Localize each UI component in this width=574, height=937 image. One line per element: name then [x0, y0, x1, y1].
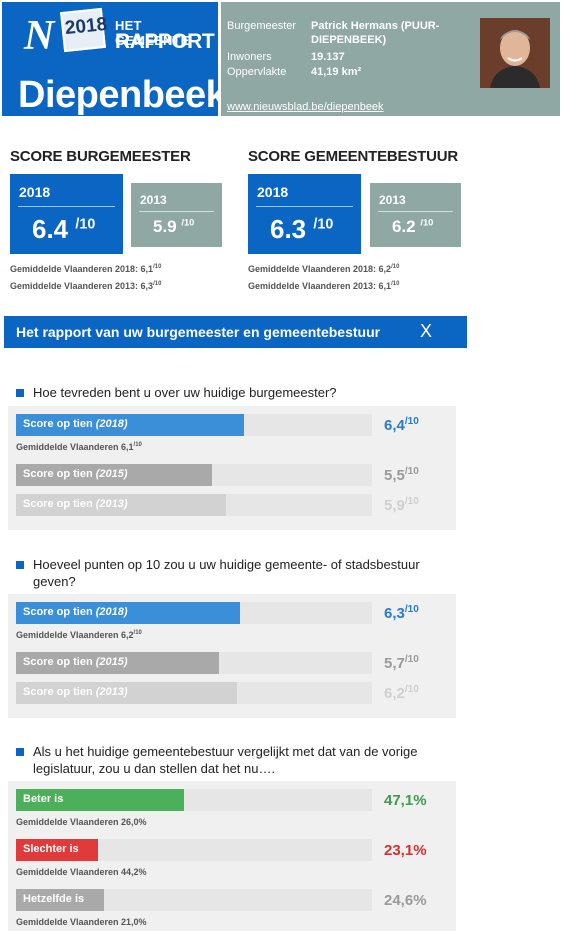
- divider: [139, 211, 214, 212]
- question-1-panel: Score op tien (2018) 6,4/10 Gemiddelde V…: [8, 406, 456, 530]
- bar-label: Score op tien (2013): [23, 498, 128, 510]
- question-3-text: Als u het huidige gemeentebestuur vergel…: [33, 744, 418, 776]
- bar-value: 5,9/10: [384, 496, 419, 514]
- bar-track: Score op tien (2015): [16, 652, 372, 674]
- bar-average: Gemiddelde Vlaanderen 26,0%: [16, 817, 147, 827]
- bar-value: 6,3/10: [384, 604, 419, 622]
- divider: [18, 206, 115, 207]
- bar-track: Score op tien (2018): [16, 602, 372, 624]
- mayor-value-cont: DIEPENBEEK): [311, 34, 387, 46]
- bullet-icon: [16, 389, 24, 397]
- bar-average: Gemiddelde Vlaanderen 44,2%: [16, 867, 147, 877]
- bar-label: Hetzelfde is: [23, 893, 85, 905]
- bar-average: Gemiddelde Vlaanderen 6,1/10: [16, 442, 142, 452]
- bar-track: Score op tien (2018): [16, 414, 372, 436]
- bar-track: Hetzelfde is: [16, 889, 372, 911]
- bar-track: Score op tien (2013): [16, 494, 372, 516]
- question-3-panel: Beter is 47,1% Gemiddelde Vlaanderen 26,…: [8, 781, 456, 931]
- brand-banner: N 2018 HET GEMEENTE RAPPORT Diepenbeek: [2, 2, 227, 116]
- bar-average: Gemiddelde Vlaanderen 6,2/10: [16, 630, 142, 640]
- bullet-icon: [16, 748, 24, 756]
- bar-label: Score op tien (2015): [23, 656, 128, 668]
- rapport-title: Het rapport van uw burgemeester en gemee…: [16, 324, 381, 340]
- bar-value: 6,4/10: [384, 416, 419, 434]
- inhabitants-value: 19.137: [311, 51, 345, 63]
- municipality-link[interactable]: www.nieuwsblad.be/diepenbeek: [227, 101, 384, 113]
- score-council-2018-value: 6.3 /10: [270, 214, 334, 244]
- bar-average: Gemiddelde Vlaanderen 21,0%: [16, 917, 147, 927]
- inhabitants-label: Inwoners: [227, 51, 272, 63]
- bar-value: 47,1%: [384, 792, 427, 809]
- question-1-text: Hoe tevreden bent u over uw huidige burg…: [33, 385, 337, 400]
- bar-fill: Score op tien (2013): [16, 494, 227, 516]
- bar-fill: Beter is: [16, 789, 184, 811]
- score-mayor-2018-box: 2018 6.4 /10: [10, 174, 123, 254]
- bar-fill: Score op tien (2018): [16, 602, 241, 624]
- bar-label: Score op tien (2013): [23, 686, 128, 698]
- bar-track: Score op tien (2015): [16, 464, 372, 486]
- bar-track: Score op tien (2013): [16, 682, 372, 704]
- bar-track: Beter is: [16, 789, 372, 811]
- area-value: 41,19 km²: [311, 66, 362, 78]
- question-2-text: Hoeveel punten op 10 zou u uw huidige ge…: [33, 557, 420, 589]
- bar-fill: Score op tien (2018): [16, 414, 244, 436]
- bar-value: 24,6%: [384, 892, 427, 909]
- mayor-label: Burgemeester: [227, 20, 297, 32]
- bar-label: Beter is: [23, 793, 64, 805]
- score-council-2018-label: 2018: [257, 184, 289, 200]
- bar-fill: Score op tien (2013): [16, 682, 237, 704]
- question-2-panel: Score op tien (2018) 6,3/10 Gemiddelde V…: [8, 594, 456, 718]
- bar-value: 6,2/10: [384, 684, 419, 702]
- mayor-avatar: [480, 18, 550, 88]
- score-council-2018-box: 2018 6.3 /10: [248, 174, 361, 254]
- logo-title-line1: HET GEMEENTE: [115, 18, 190, 48]
- bar-label: Score op tien (2018): [23, 418, 128, 430]
- bar-value: 23,1%: [384, 842, 427, 859]
- logo-year: 2018: [63, 13, 109, 40]
- score-council-2013-box: 2013 6.2 /10: [370, 183, 461, 247]
- logo-title-line2: RAPPORT: [115, 30, 215, 53]
- close-button[interactable]: X: [420, 321, 433, 341]
- score-mayor-2018-label: 2018: [19, 184, 51, 200]
- city-name: Diepenbeek: [18, 74, 227, 116]
- municipality-info: Burgemeester Patrick Hermans (PUUR- DIEP…: [221, 2, 560, 116]
- score-council-2013-value: 6.2 /10: [392, 217, 434, 236]
- bar-fill: Slechter is: [16, 839, 99, 861]
- logo-letter: N: [24, 13, 55, 59]
- score-council-title: SCORE GEMEENTEBESTUUR: [248, 148, 458, 165]
- rapport-header: Het rapport van uw burgemeester en gemee…: [4, 316, 467, 348]
- divider: [256, 206, 353, 207]
- bar-fill: Score op tien (2015): [16, 464, 212, 486]
- bar-value: 5,7/10: [384, 654, 419, 672]
- bar-label: Slechter is: [23, 843, 79, 855]
- bar-label: Score op tien (2018): [23, 606, 128, 618]
- bar-value: 5,5/10: [384, 466, 419, 484]
- score-mayor-title: SCORE BURGEMEESTER: [10, 148, 191, 165]
- score-mayor-2013-box: 2013 5.9 /10: [131, 183, 222, 247]
- score-mayor-2013-label: 2013: [140, 193, 167, 207]
- score-mayor-2018-value: 6.4 /10: [32, 214, 96, 244]
- score-mayor-avg-2013: Gemiddelde Vlaanderen 2013: 6,3/10: [10, 281, 162, 291]
- bar-fill: Hetzelfde is: [16, 889, 104, 911]
- score-council-avg-2013: Gemiddelde Vlaanderen 2013: 6,1/10: [248, 281, 400, 291]
- score-council-2013-label: 2013: [379, 193, 406, 207]
- score-mayor-avg-2018: Gemiddelde Vlaanderen 2018: 6,1/10: [10, 264, 162, 274]
- bar-fill: Score op tien (2015): [16, 652, 219, 674]
- bar-track: Slechter is: [16, 839, 372, 861]
- bar-label: Score op tien (2015): [23, 468, 128, 480]
- mayor-value: Patrick Hermans (PUUR-: [311, 20, 440, 32]
- score-mayor-2013-value: 5.9 /10: [153, 217, 195, 236]
- area-label: Oppervlakte: [227, 66, 287, 78]
- score-council-avg-2018: Gemiddelde Vlaanderen 2018: 6,2/10: [248, 264, 400, 274]
- divider: [378, 211, 453, 212]
- bullet-icon: [16, 561, 24, 569]
